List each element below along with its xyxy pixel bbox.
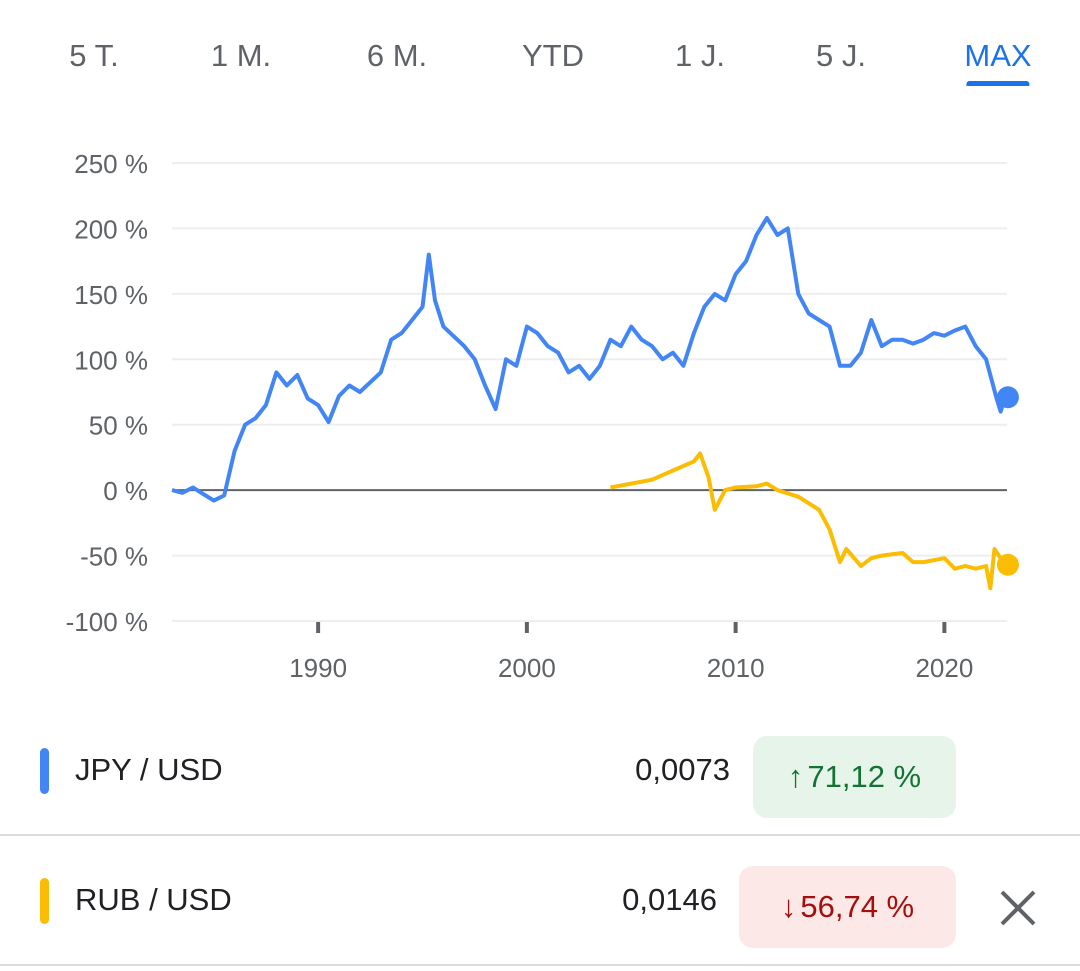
y-tick-label: 200 % xyxy=(74,214,148,244)
y-tick-label: 50 % xyxy=(89,411,148,441)
tab-ytd[interactable]: YTD xyxy=(522,38,584,73)
tab-5-days[interactable]: 5 T. xyxy=(69,38,119,73)
y-tick-label: 100 % xyxy=(74,345,148,375)
x-tick-label: 1990 xyxy=(289,653,347,683)
series-line-rub xyxy=(610,451,1007,591)
series-color-swatch xyxy=(40,878,49,924)
series-end-dot xyxy=(996,553,1019,576)
remove-comparison-close-icon[interactable] xyxy=(996,886,1040,930)
arrow-down-icon: ↓ xyxy=(780,889,797,924)
legend-row-rub[interactable]: RUB / USD 0,0146 ↓ 56,74 % xyxy=(0,836,1080,966)
tab-1-year[interactable]: 1 J. xyxy=(675,38,725,73)
pair-label: JPY / USD xyxy=(75,752,223,787)
x-tick-label: 2000 xyxy=(498,653,556,683)
arrow-up-icon: ↑ xyxy=(787,759,804,794)
divider xyxy=(0,964,1080,966)
tab-6-months[interactable]: 6 M. xyxy=(366,38,428,73)
range-tabs: 5 T. 1 M. 6 M. YTD 1 J. 5 J. MAX xyxy=(0,38,1080,88)
y-tick-label: 0 % xyxy=(103,476,148,506)
change-badge: ↓ 56,74 % xyxy=(739,866,956,948)
divider xyxy=(0,834,1080,836)
y-tick-label: -100 % xyxy=(66,607,148,637)
line-chart: 250 % 200 % 150 % 100 % 50 % 0 % -50 % -100 % 19… xyxy=(66,149,1019,683)
legend-row-jpy[interactable]: JPY / USD 0,0073 ↑ 71,12 % xyxy=(0,706,1080,836)
series-line-jpy xyxy=(171,216,1007,503)
series-end-dot xyxy=(996,386,1019,409)
tab-max[interactable]: MAX xyxy=(964,38,1032,86)
rate-value: 0,0146 xyxy=(622,882,717,917)
x-tick-label: 2010 xyxy=(707,653,765,683)
tab-1-month[interactable]: 1 M. xyxy=(210,38,272,73)
x-tick-label: 2020 xyxy=(915,653,973,683)
y-tick-label: 250 % xyxy=(74,149,148,179)
change-badge: ↑ 71,12 % xyxy=(753,736,956,818)
rate-value: 0,0073 xyxy=(635,752,730,787)
series-color-swatch xyxy=(40,748,49,794)
tab-5-years[interactable]: 5 J. xyxy=(816,38,866,73)
pair-label: RUB / USD xyxy=(75,882,232,917)
y-tick-label: -50 % xyxy=(80,542,148,572)
y-tick-label: 150 % xyxy=(74,280,148,310)
